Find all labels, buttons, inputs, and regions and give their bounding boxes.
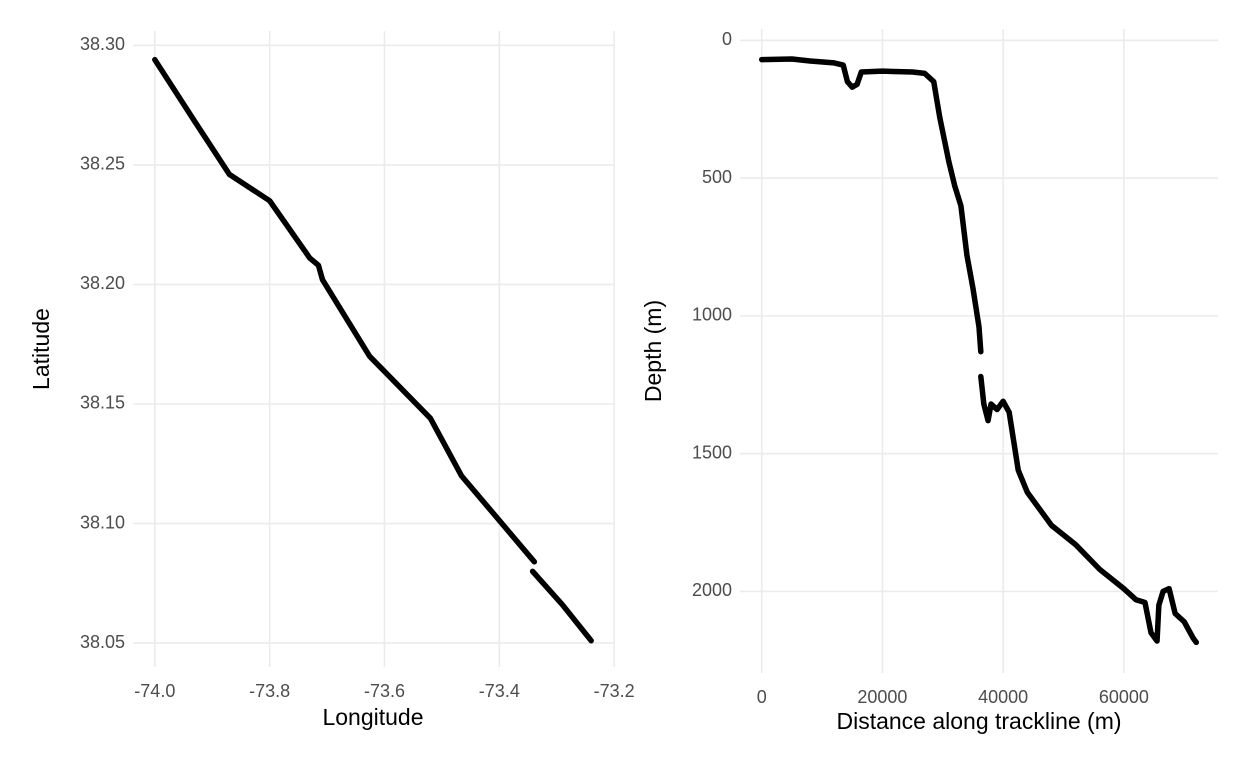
y-tick-label: 38.20 xyxy=(80,273,125,293)
y-tick-label: 1500 xyxy=(692,442,732,462)
track-line xyxy=(758,56,984,355)
x-tick-label: 40000 xyxy=(978,687,1028,707)
y-tick-label: 500 xyxy=(702,167,732,187)
x-tick-label: -73.2 xyxy=(594,681,635,701)
x-axis-title: Distance along trackline (m) xyxy=(836,708,1121,734)
y-tick-label: 38.05 xyxy=(80,632,125,652)
y-tick-label: 0 xyxy=(722,29,732,49)
x-tick-label: -74.0 xyxy=(134,681,175,701)
y-tick-label: 38.15 xyxy=(80,393,125,413)
y-axis-title: Depth (m) xyxy=(640,300,666,402)
y-tick-label: 38.30 xyxy=(80,34,125,54)
y-tick-label: 1000 xyxy=(692,305,732,325)
track-line xyxy=(529,568,594,644)
x-tick-label: -73.6 xyxy=(364,681,405,701)
x-tick-label: 0 xyxy=(757,687,767,707)
x-axis-title: Longitude xyxy=(322,704,423,730)
y-tick-label: 38.25 xyxy=(80,154,125,174)
x-tick-label: -73.4 xyxy=(479,681,520,701)
x-tick-label: 60000 xyxy=(1099,687,1149,707)
x-tick-label: -73.8 xyxy=(249,681,290,701)
track-line xyxy=(152,56,538,565)
y-axis-title: Latitude xyxy=(28,308,54,390)
y-tick-label: 38.10 xyxy=(80,512,125,532)
x-tick-label: 20000 xyxy=(857,687,907,707)
y-tick-label: 2000 xyxy=(692,580,732,600)
track-line xyxy=(978,373,1200,646)
